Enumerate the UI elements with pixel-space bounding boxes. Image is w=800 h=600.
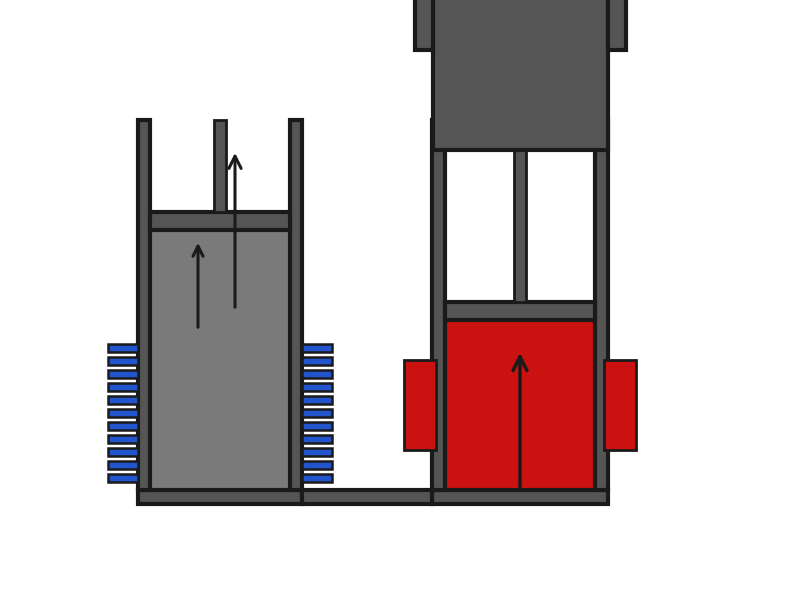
- Bar: [108, 461, 138, 469]
- Bar: [445, 302, 595, 320]
- Bar: [302, 448, 332, 456]
- Bar: [404, 360, 436, 450]
- Bar: [138, 490, 302, 504]
- Bar: [108, 448, 138, 456]
- Bar: [108, 474, 138, 482]
- Bar: [108, 383, 138, 391]
- Bar: [595, 120, 608, 490]
- Bar: [108, 435, 138, 443]
- Bar: [302, 357, 332, 365]
- Bar: [415, 0, 433, 50]
- Bar: [108, 344, 138, 352]
- Bar: [432, 120, 445, 490]
- Bar: [302, 490, 432, 504]
- Bar: [108, 396, 138, 404]
- Bar: [108, 370, 138, 378]
- Bar: [302, 383, 332, 391]
- Bar: [302, 396, 332, 404]
- Bar: [433, 0, 608, 150]
- Bar: [302, 344, 332, 352]
- Bar: [150, 212, 290, 230]
- Bar: [445, 320, 595, 490]
- Bar: [302, 370, 332, 378]
- Bar: [432, 490, 608, 504]
- Bar: [302, 435, 332, 443]
- Bar: [108, 357, 138, 365]
- Bar: [108, 422, 138, 430]
- Bar: [108, 409, 138, 417]
- Bar: [604, 360, 636, 450]
- Bar: [150, 230, 290, 490]
- Bar: [302, 422, 332, 430]
- Bar: [138, 120, 150, 490]
- Bar: [214, 120, 226, 212]
- Bar: [514, 120, 526, 302]
- Bar: [302, 461, 332, 469]
- Bar: [290, 120, 302, 490]
- Bar: [302, 409, 332, 417]
- Bar: [608, 0, 626, 50]
- Bar: [302, 474, 332, 482]
